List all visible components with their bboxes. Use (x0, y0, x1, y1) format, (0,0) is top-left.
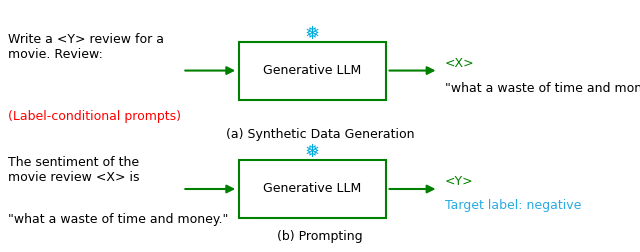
Text: (Label-conditional prompts): (Label-conditional prompts) (8, 110, 180, 123)
Text: ❅: ❅ (305, 143, 320, 162)
Text: ❅: ❅ (305, 25, 320, 43)
Text: Target label: negative: Target label: negative (445, 199, 581, 212)
Text: <Y>: <Y> (445, 175, 474, 188)
Text: Generative LLM: Generative LLM (263, 182, 362, 196)
Text: "what a waste of time and money.": "what a waste of time and money." (8, 213, 228, 226)
Bar (239, 160, 386, 218)
Text: "what a waste of time and money.": "what a waste of time and money." (445, 82, 640, 95)
Text: The sentiment of the
movie review <X> is: The sentiment of the movie review <X> is (8, 156, 139, 184)
Text: (b) Prompting: (b) Prompting (277, 230, 363, 243)
Text: Generative LLM: Generative LLM (263, 64, 362, 77)
Text: (a) Synthetic Data Generation: (a) Synthetic Data Generation (226, 128, 414, 141)
Text: Write a <Y> review for a
movie. Review:: Write a <Y> review for a movie. Review: (8, 33, 164, 61)
Bar (239, 42, 386, 100)
Text: <X>: <X> (445, 57, 474, 70)
